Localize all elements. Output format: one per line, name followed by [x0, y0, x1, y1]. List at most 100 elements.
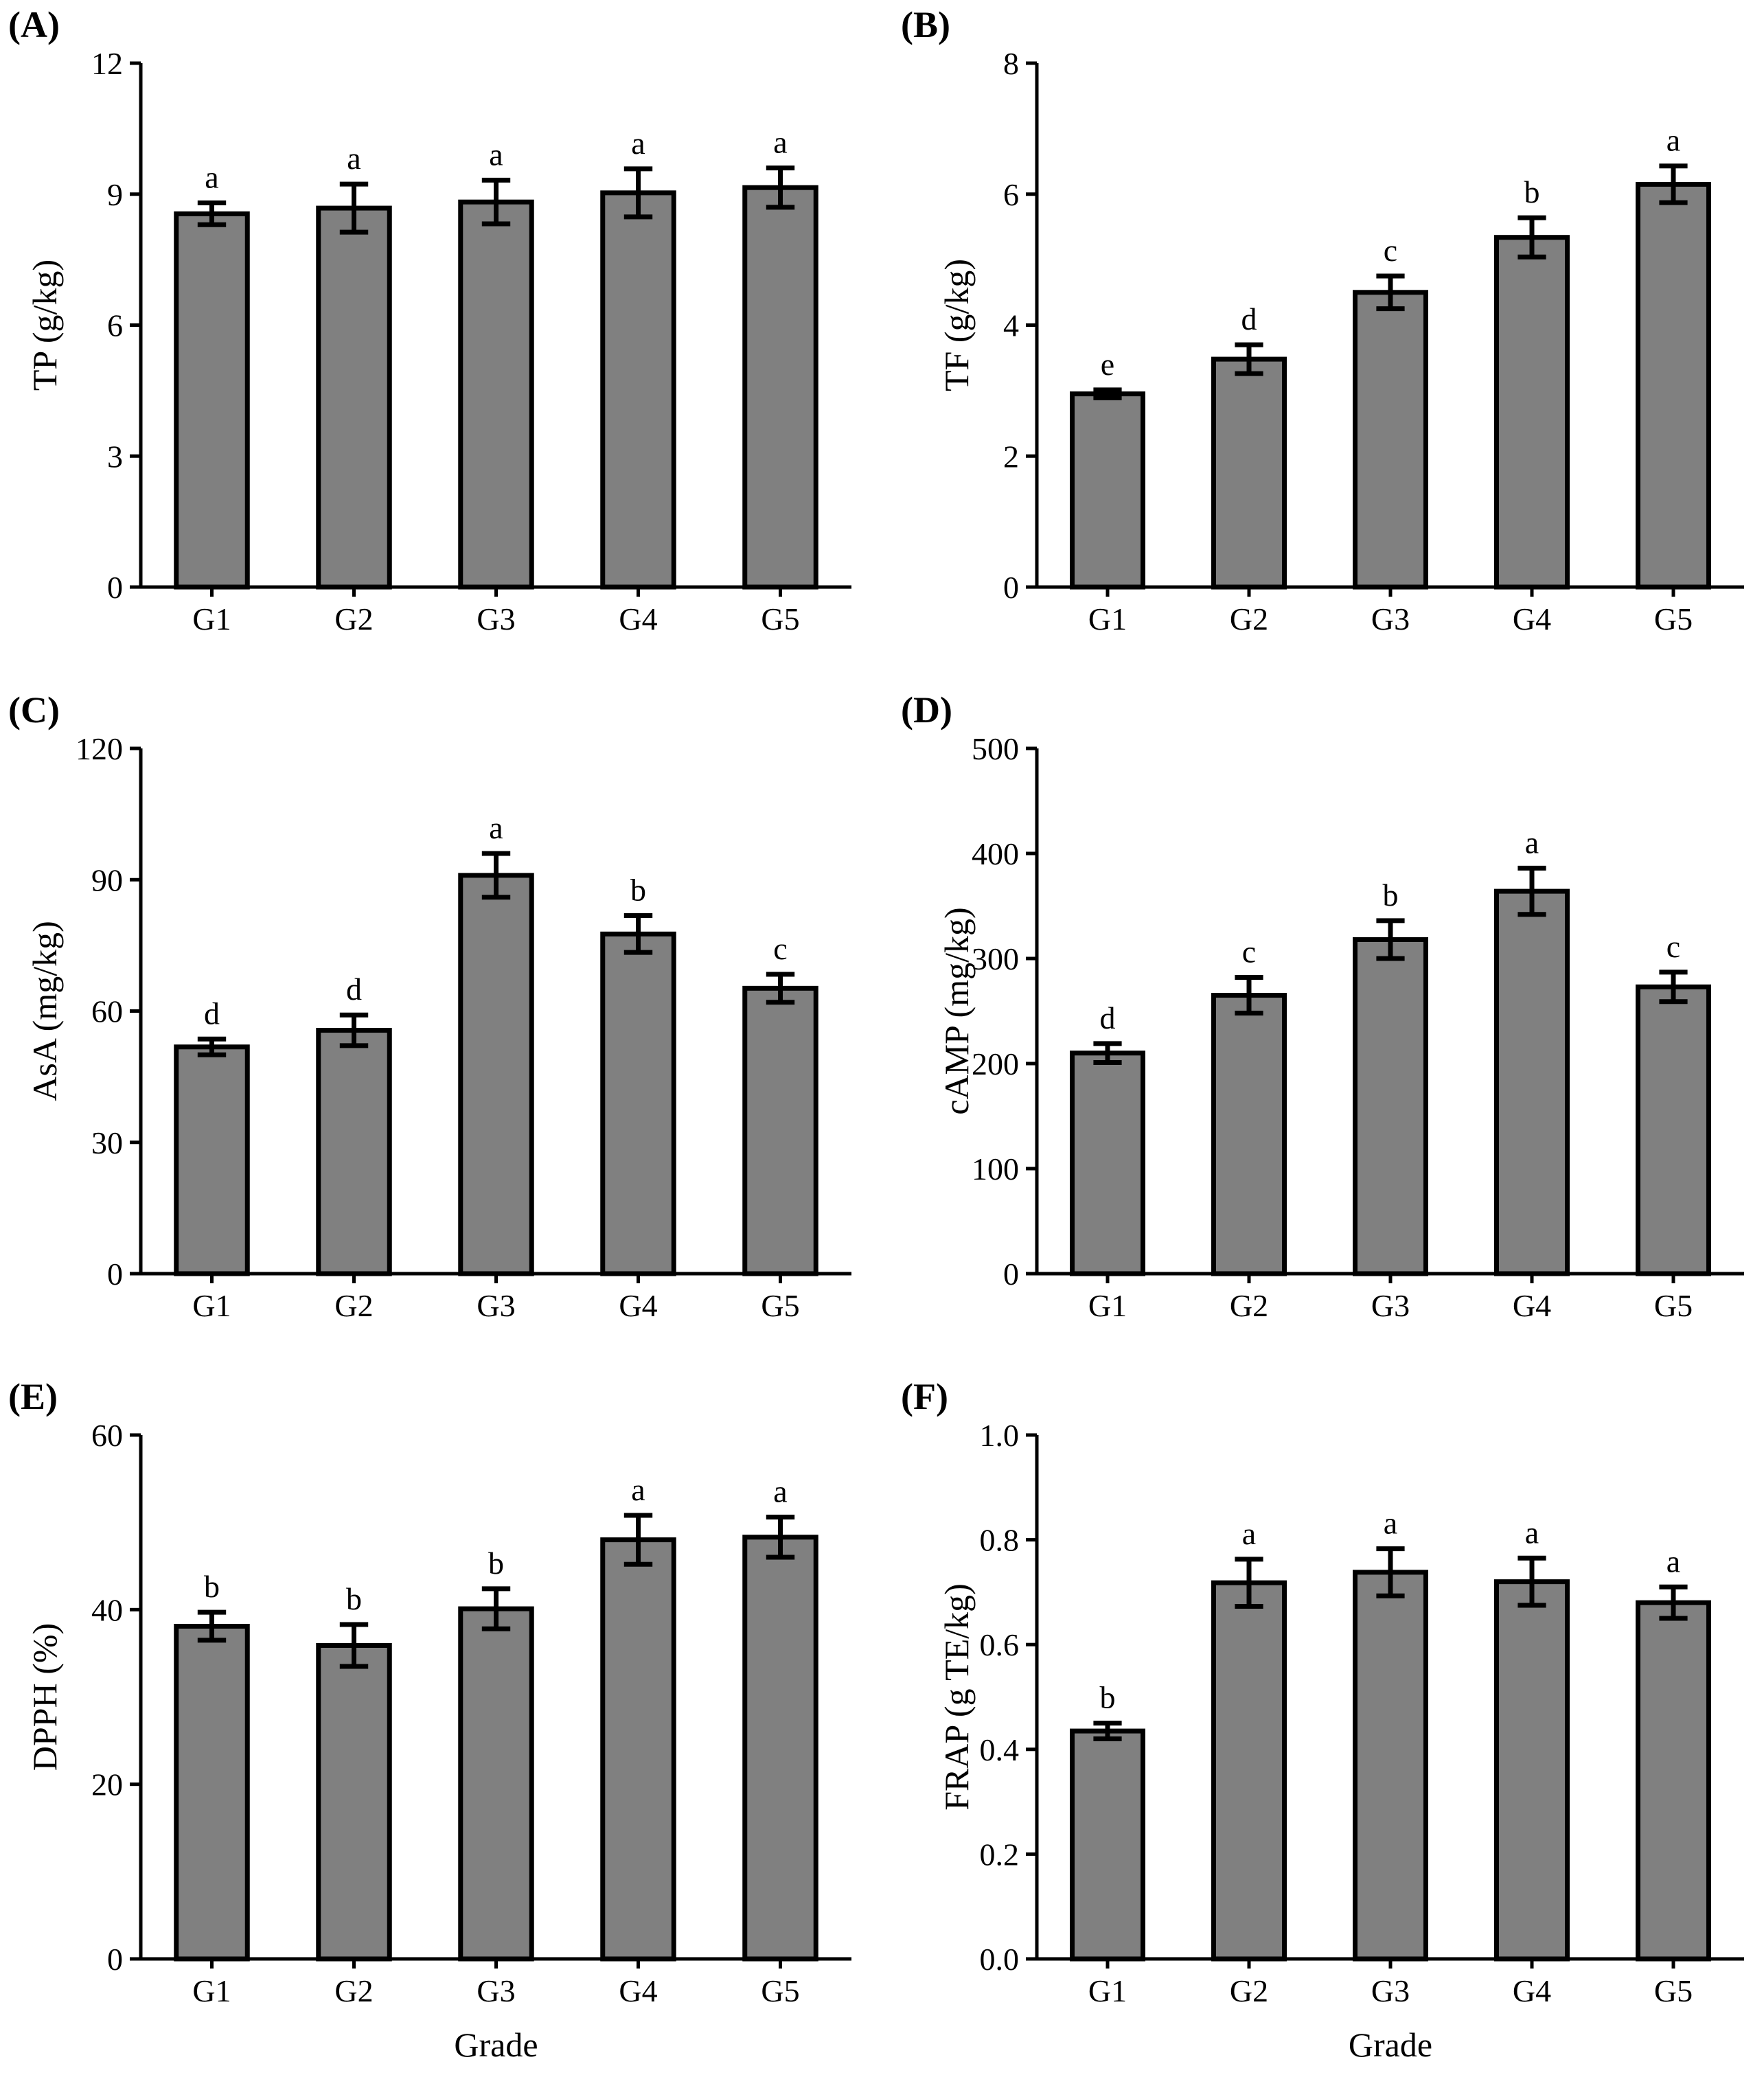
x-tick-label: G1: [192, 1288, 231, 1323]
bar-g5: [1636, 181, 1711, 590]
significance-letter: b: [1100, 1680, 1116, 1715]
error-bar: [1235, 975, 1263, 1016]
bar-g3: [1353, 1570, 1428, 1962]
x-tick-label: G5: [761, 1288, 799, 1323]
bar-g2: [316, 205, 392, 590]
y-tick-label: 0.4: [980, 1732, 1020, 1767]
bar-g4: [1494, 235, 1570, 590]
x-tick-label: G5: [1654, 1973, 1693, 2008]
error-bar: [623, 1513, 653, 1567]
y-tick-label: 500: [972, 731, 1019, 766]
significance-letter: a: [1525, 825, 1539, 860]
x-tick-label: G2: [1230, 1973, 1268, 2008]
significance-letter: a: [1666, 123, 1680, 158]
significance-letter: a: [489, 137, 503, 172]
x-tick-label: G2: [1230, 601, 1268, 636]
bar-g1: [174, 211, 250, 590]
error-bar: [339, 181, 369, 235]
x-tick-label: G1: [192, 1973, 231, 2008]
bar-g3: [458, 199, 534, 590]
error-bar: [1235, 342, 1263, 376]
panel-label: (B): [901, 4, 950, 45]
x-tick-label: G1: [192, 601, 231, 636]
y-tick-label: 2: [1003, 439, 1019, 474]
x-tick-label: G4: [1513, 601, 1551, 636]
y-axis-title: DPPH (%): [25, 1623, 64, 1771]
bar-g4: [600, 931, 676, 1276]
error-bar: [197, 200, 227, 227]
panel-label: (A): [8, 4, 60, 45]
error-bar: [1659, 163, 1688, 205]
error-bar: [197, 1609, 227, 1643]
x-axis-title: Grade: [454, 2026, 538, 2064]
bar-g5: [1636, 1600, 1711, 1962]
x-tick-label: G3: [1371, 1288, 1410, 1323]
panel-d: (D) d G1 c G2 b G3 a G4 c G5 0 100 200 300 400 500 cAMP (…: [901, 689, 1744, 1323]
significance-letter: a: [1242, 1516, 1256, 1551]
error-bar: [1659, 969, 1688, 1005]
significance-letter: b: [1524, 174, 1540, 209]
significance-letter: d: [346, 972, 362, 1007]
significance-letter: a: [489, 810, 503, 845]
y-axis-title: cAMP (mg/kg): [937, 907, 976, 1114]
bar-g5: [742, 1535, 818, 1962]
error-bar: [766, 972, 795, 1005]
error-bar: [1517, 215, 1546, 260]
x-tick-label: G5: [1654, 1288, 1693, 1323]
y-axis-title: FRAP (g TE/kg): [937, 1583, 976, 1811]
y-tick-label: 100: [972, 1151, 1019, 1186]
error-bar: [1093, 1041, 1122, 1065]
significance-letter: a: [1384, 1506, 1397, 1541]
bar-g3: [458, 1606, 534, 1962]
bar-g2: [316, 1028, 392, 1276]
error-bar: [1093, 1721, 1122, 1742]
y-tick-label: 400: [972, 836, 1019, 871]
x-tick-label: G4: [1513, 1973, 1551, 2008]
significance-letter: a: [347, 141, 360, 176]
x-tick-label: G4: [619, 1973, 657, 2008]
error-bar: [766, 165, 795, 210]
y-tick-label: 0: [107, 1256, 123, 1292]
error-bar: [481, 1586, 511, 1631]
significance-letter: a: [631, 1472, 645, 1507]
error-bar: [1659, 1584, 1688, 1621]
bar-g1: [174, 1044, 250, 1276]
error-bar: [623, 166, 653, 220]
bar-g3: [1353, 937, 1428, 1276]
significance-letter: a: [1666, 1544, 1680, 1579]
significance-letter: a: [205, 159, 218, 194]
y-tick-label: 40: [91, 1592, 123, 1627]
bar-g1: [1070, 391, 1145, 590]
x-tick-label: G3: [1371, 1973, 1410, 2008]
x-tick-label: G1: [1088, 1288, 1127, 1323]
panel-label: (C): [8, 689, 60, 731]
significance-letter: a: [631, 126, 645, 161]
bar-g4: [600, 1537, 676, 1962]
error-bar: [766, 1515, 795, 1560]
y-tick-label: 90: [91, 862, 123, 897]
y-tick-label: 12: [91, 46, 123, 81]
error-bar: [1093, 387, 1122, 400]
y-tick-label: 20: [91, 1767, 123, 1802]
x-tick-label: G2: [334, 601, 373, 636]
significance-letter: b: [346, 1581, 362, 1616]
bar-g1: [1070, 1051, 1145, 1276]
error-bar: [481, 177, 511, 227]
significance-letter: b: [204, 1569, 220, 1604]
error-bar: [1376, 273, 1405, 312]
x-tick-label: G3: [477, 601, 515, 636]
error-bar: [197, 1036, 227, 1057]
x-axis-title: Grade: [1349, 2026, 1432, 2064]
error-bar: [481, 851, 511, 900]
y-tick-label: 120: [76, 731, 123, 766]
panel-f: (F) b G1 a G2 a G3 a G4 a G5 0.0 0.2 0.4 0.6 0.8 1.0 FRAP…: [901, 1376, 1744, 2064]
x-tick-label: G3: [1371, 601, 1410, 636]
error-bar: [623, 913, 653, 955]
significance-letter: b: [630, 873, 646, 908]
x-tick-label: G5: [761, 1973, 799, 2008]
y-tick-label: 0.8: [980, 1523, 1020, 1558]
significance-letter: c: [1384, 233, 1397, 268]
x-tick-label: G4: [1513, 1288, 1551, 1323]
x-tick-label: G2: [1230, 1288, 1268, 1323]
